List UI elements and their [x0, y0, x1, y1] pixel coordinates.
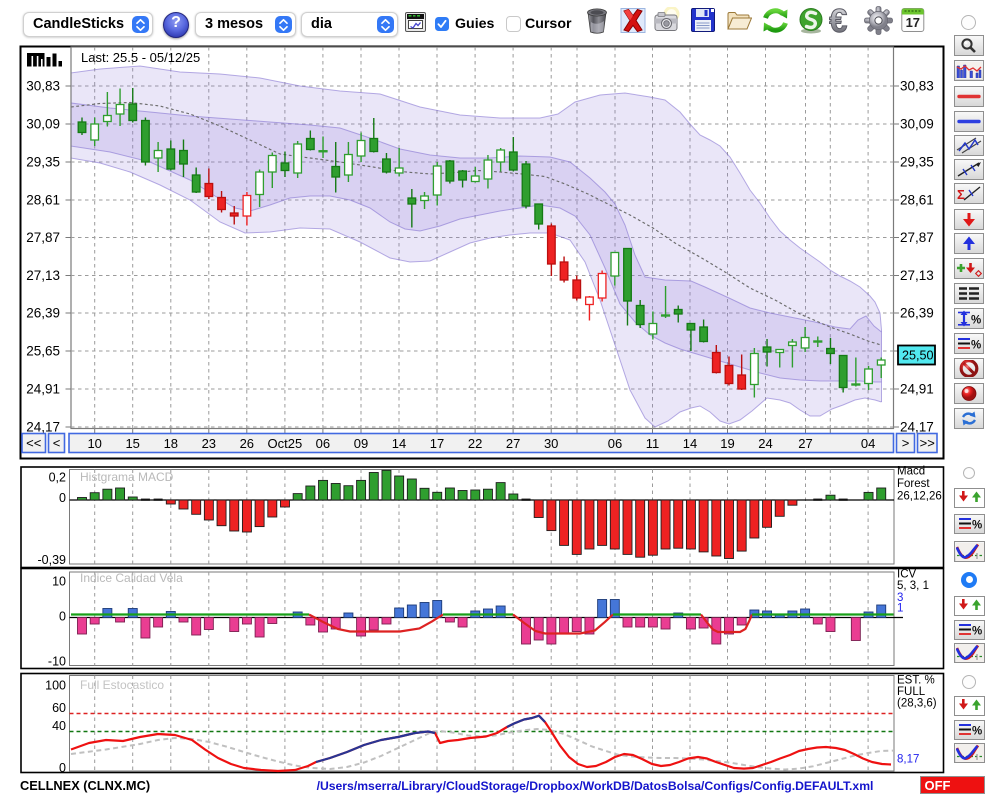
- svg-text:<<: <<: [26, 436, 41, 451]
- svg-text:27: 27: [798, 436, 812, 451]
- svg-text:27,13: 27,13: [26, 268, 60, 283]
- svg-text:22: 22: [468, 436, 482, 451]
- svg-text:%: %: [971, 315, 981, 327]
- svg-text:14: 14: [683, 436, 697, 451]
- svg-text:3: 3: [897, 592, 903, 604]
- svg-text:30: 30: [544, 436, 558, 451]
- svg-text:5, 3, 1: 5, 3, 1: [897, 580, 929, 592]
- svg-text:30,09: 30,09: [900, 117, 934, 132]
- svg-text:27,87: 27,87: [900, 230, 934, 245]
- svg-text:09: 09: [354, 436, 368, 451]
- svg-text:25,65: 25,65: [26, 344, 60, 359]
- svg-text:<: <: [53, 436, 61, 451]
- svg-text:0: 0: [59, 491, 66, 505]
- svg-text:>>: >>: [920, 436, 935, 451]
- svg-text:28,61: 28,61: [26, 193, 60, 208]
- svg-text:17: 17: [430, 436, 444, 451]
- svg-text:0: 0: [59, 610, 66, 624]
- svg-text:40: 40: [52, 719, 66, 733]
- svg-text:29,35: 29,35: [26, 155, 60, 170]
- svg-text:8,17: 8,17: [897, 754, 919, 766]
- svg-text:ICV: ICV: [897, 569, 917, 581]
- svg-text:%: %: [972, 726, 982, 738]
- svg-text:19: 19: [720, 436, 734, 451]
- svg-text:%: %: [972, 520, 982, 532]
- svg-text:06: 06: [316, 436, 330, 451]
- svg-text:%: %: [971, 340, 981, 352]
- svg-text:-0,39: -0,39: [38, 553, 67, 567]
- svg-text:Oct25: Oct25: [268, 436, 303, 451]
- svg-text:24,91: 24,91: [26, 382, 60, 397]
- svg-text:€: €: [829, 5, 847, 35]
- svg-text:14: 14: [392, 436, 406, 451]
- svg-text:1: 1: [897, 603, 903, 615]
- svg-text:%: %: [972, 626, 982, 638]
- svg-text:23: 23: [202, 436, 216, 451]
- svg-text:30,83: 30,83: [900, 79, 934, 94]
- svg-text:Indice Calidad Vela: Indice Calidad Vela: [80, 571, 183, 585]
- svg-text:-10: -10: [48, 655, 66, 669]
- svg-text:27,87: 27,87: [26, 230, 60, 245]
- svg-text:0: 0: [59, 761, 66, 775]
- svg-text:30,09: 30,09: [26, 117, 60, 132]
- svg-text:15: 15: [125, 436, 139, 451]
- svg-text:24,17: 24,17: [900, 420, 934, 435]
- svg-text:60: 60: [52, 701, 66, 715]
- svg-text:26,12,26: 26,12,26: [897, 491, 942, 503]
- svg-text:26,39: 26,39: [900, 306, 934, 321]
- svg-text:11: 11: [646, 436, 660, 451]
- svg-text:06: 06: [608, 436, 622, 451]
- svg-text:04: 04: [861, 436, 875, 451]
- svg-text:Last: 25.5 - 05/12/25: Last: 25.5 - 05/12/25: [81, 50, 200, 65]
- svg-text:EST. %: EST. %: [897, 675, 935, 687]
- svg-text:Forest: Forest: [897, 478, 930, 490]
- svg-text:27: 27: [506, 436, 520, 451]
- svg-text:28,61: 28,61: [900, 193, 934, 208]
- svg-text:18: 18: [164, 436, 178, 451]
- svg-text:26,39: 26,39: [26, 306, 60, 321]
- svg-text:24,91: 24,91: [900, 382, 934, 397]
- svg-text:Histgrama MACD: Histgrama MACD: [80, 470, 174, 484]
- svg-text:Full Estocastico: Full Estocastico: [80, 678, 164, 692]
- svg-text:Σ: Σ: [957, 187, 965, 202]
- svg-text:10: 10: [87, 436, 101, 451]
- svg-text:0,2: 0,2: [49, 471, 66, 485]
- svg-text:24,17: 24,17: [26, 420, 60, 435]
- svg-text:26: 26: [240, 436, 254, 451]
- svg-text:24: 24: [758, 436, 772, 451]
- svg-text:100: 100: [45, 679, 66, 693]
- svg-text:>: >: [902, 436, 910, 451]
- svg-text:(28,3,6): (28,3,6): [897, 698, 937, 710]
- svg-text:27,13: 27,13: [900, 268, 934, 283]
- svg-text:FULL: FULL: [897, 686, 926, 698]
- svg-text:30,83: 30,83: [26, 79, 60, 94]
- svg-text:Macd: Macd: [897, 466, 925, 478]
- svg-text:10: 10: [52, 575, 66, 589]
- svg-text:29,35: 29,35: [900, 155, 934, 170]
- svg-text:17: 17: [906, 15, 920, 30]
- svg-text:25,50: 25,50: [902, 349, 934, 363]
